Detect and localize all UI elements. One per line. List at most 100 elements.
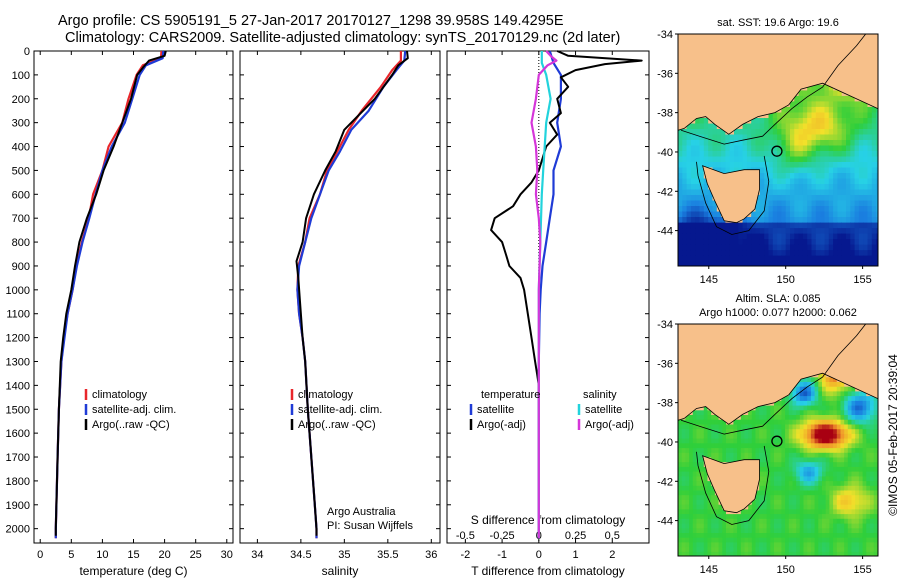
temperature-xtick-label: 5 [68,549,74,561]
map-lat-label: -42 [657,186,673,198]
depth-tick-label: 1500 [6,404,30,416]
salinity-xlabel: salinity [322,564,359,578]
salinity-xtick-label: 34.5 [290,549,311,561]
shelf-contour [680,324,878,435]
legend-entry: satellite-adj. clim. [92,404,176,416]
salinity-legend: climatology satellite-adj. clim. Argo(..ra… [290,389,382,431]
differences-panel: -2 -1 0 1 2 T difference from climatology S di… [446,50,650,578]
map-lat-label: -44 [657,226,673,238]
sst-map-title: sat. SST: 19.6 Argo: 19.6 [717,17,839,29]
map-lon-label: 150 [777,274,795,286]
temperature-plot-frame [33,50,234,544]
temperature-xtick-label: 25 [190,549,202,561]
depth-tick-label: 1000 [6,285,30,297]
mainland-coast [678,34,878,135]
depth-tick-label: 1900 [6,500,30,512]
salinity-series-argo-raw-qc- [295,50,409,536]
map-lat-label: -38 [657,108,673,120]
depth-tick-label: 1400 [6,380,30,392]
differences-s-tick-label: 0.25 [565,530,586,542]
map-lat-label: -38 [657,398,673,410]
depth-tick-label: 900 [12,261,30,273]
sst-map: -34 -36 -38 -40 -42 -44 145 150 155 sat. SST: 19.… [657,17,879,286]
temperature-legend: climatology satellite-adj. clim. Argo(..ra… [84,389,176,431]
figure-title-line2: Climatology: CARS2009. Satellite-adjuste… [65,30,621,46]
depth-tick-label: 1600 [6,428,30,440]
differences-plot-frame [446,50,650,544]
differences-xtick-label: 2 [609,549,615,561]
salinity-panel: 34 34.5 35 35.5 36 salinity climatology satelli… [239,50,441,578]
salinity-xtick-label: 35 [338,549,350,561]
depth-tick-label: 700 [12,213,30,225]
map-lat-label: -36 [657,68,673,80]
legend-entry: satellite-adj. clim. [298,404,382,416]
sst-map-frame [677,33,879,267]
legend-entry: satellite [477,404,514,416]
differences-xtick-label: 0 [536,549,542,561]
legend-title-salinity: salinity [583,389,617,401]
temperature-xtick-label: 15 [127,549,139,561]
legend-entry: Argo(..raw -QC) [92,419,170,431]
differences-series-temperature-satellite [537,50,563,539]
map-lat-label: -40 [657,147,673,159]
legend-entry: Argo(-adj) [477,419,526,431]
temperature-xtick-label: 0 [37,549,43,561]
salinity-xtick-label: 34 [251,549,263,561]
map-lat-label: -34 [657,319,673,331]
mainland-coast [678,324,878,425]
map-lon-label: 155 [853,564,871,576]
imos-credit: ©IMOS 05-Feb-2017 20:39:04 [886,354,900,516]
sla-map: -34 -36 -38 -40 -42 -44 145 150 155 Altim. SLA: 0… [657,293,879,576]
legend-entry: Argo(-adj) [585,419,634,431]
depth-tick-label: 0 [24,46,30,58]
differences-xtick-label: -2 [460,549,470,561]
tasmania-coast [702,165,760,224]
argo-float-marker [771,145,783,157]
salinity-plot-frame [239,50,441,544]
temperature-xtick-label: 30 [221,549,233,561]
depth-tick-label: 600 [12,189,30,201]
depth-tick-label: 500 [12,165,30,177]
differences-xtick-label: 1 [572,549,578,561]
shelf-contour [680,34,878,145]
differences-xlabel: T difference from climatology [471,564,625,578]
differences-series-salinity-argo-adj- [530,50,558,539]
map-lat-label: -40 [657,437,673,449]
differences-s-tick-label: -0.5 [456,530,475,542]
map-lat-label: -42 [657,476,673,488]
depth-tick-label: 400 [12,142,30,154]
legend-title-temperature: temperature [481,389,540,401]
legend-entry: climatology [298,389,354,401]
temperature-xtick-label: 20 [158,549,170,561]
depth-tick-label: 1800 [6,476,30,488]
map-lat-label: -44 [657,516,673,528]
depth-tick-label: 1700 [6,452,30,464]
depth-tick-label: 800 [12,237,30,249]
depth-tick-label: 2000 [6,524,30,536]
map-lat-label: -36 [657,358,673,370]
differences-series-temperature-argo-adj- [490,50,643,536]
legend-entry: climatology [92,389,148,401]
differences-legend: temperature salinity satellite Argo(-adj) sa… [469,389,634,431]
depth-tick-label: 100 [12,70,30,82]
map-lat-label: -34 [657,29,673,41]
depth-tick-label: 1300 [6,356,30,368]
sla-map-frame [677,323,879,557]
temperature-panel: 0100200300400500600700800900100011001200… [6,46,234,578]
differences-xtick-label: -1 [497,549,507,561]
sla-map-title: Altim. SLA: 0.085 [736,293,821,305]
sla-field [678,324,878,556]
depth-tick-label: 1200 [6,333,30,345]
shelf-contour-south [696,445,770,525]
salinity-annotation: Argo Australia [327,506,396,518]
depth-tick-label: 300 [12,118,30,130]
differences-xlabel-top: S difference from climatology [471,513,626,527]
tasmania-coast [702,455,760,514]
argo-float-marker [771,435,783,447]
sla-map-subtitle: Argo h1000: 0.077 h2000: 0.062 [699,307,857,319]
shelf-contour-south [696,155,770,235]
salinity-xtick-label: 36 [425,549,437,561]
sst-field [678,34,878,266]
map-lon-label: 150 [777,564,795,576]
map-lon-label: 155 [853,274,871,286]
